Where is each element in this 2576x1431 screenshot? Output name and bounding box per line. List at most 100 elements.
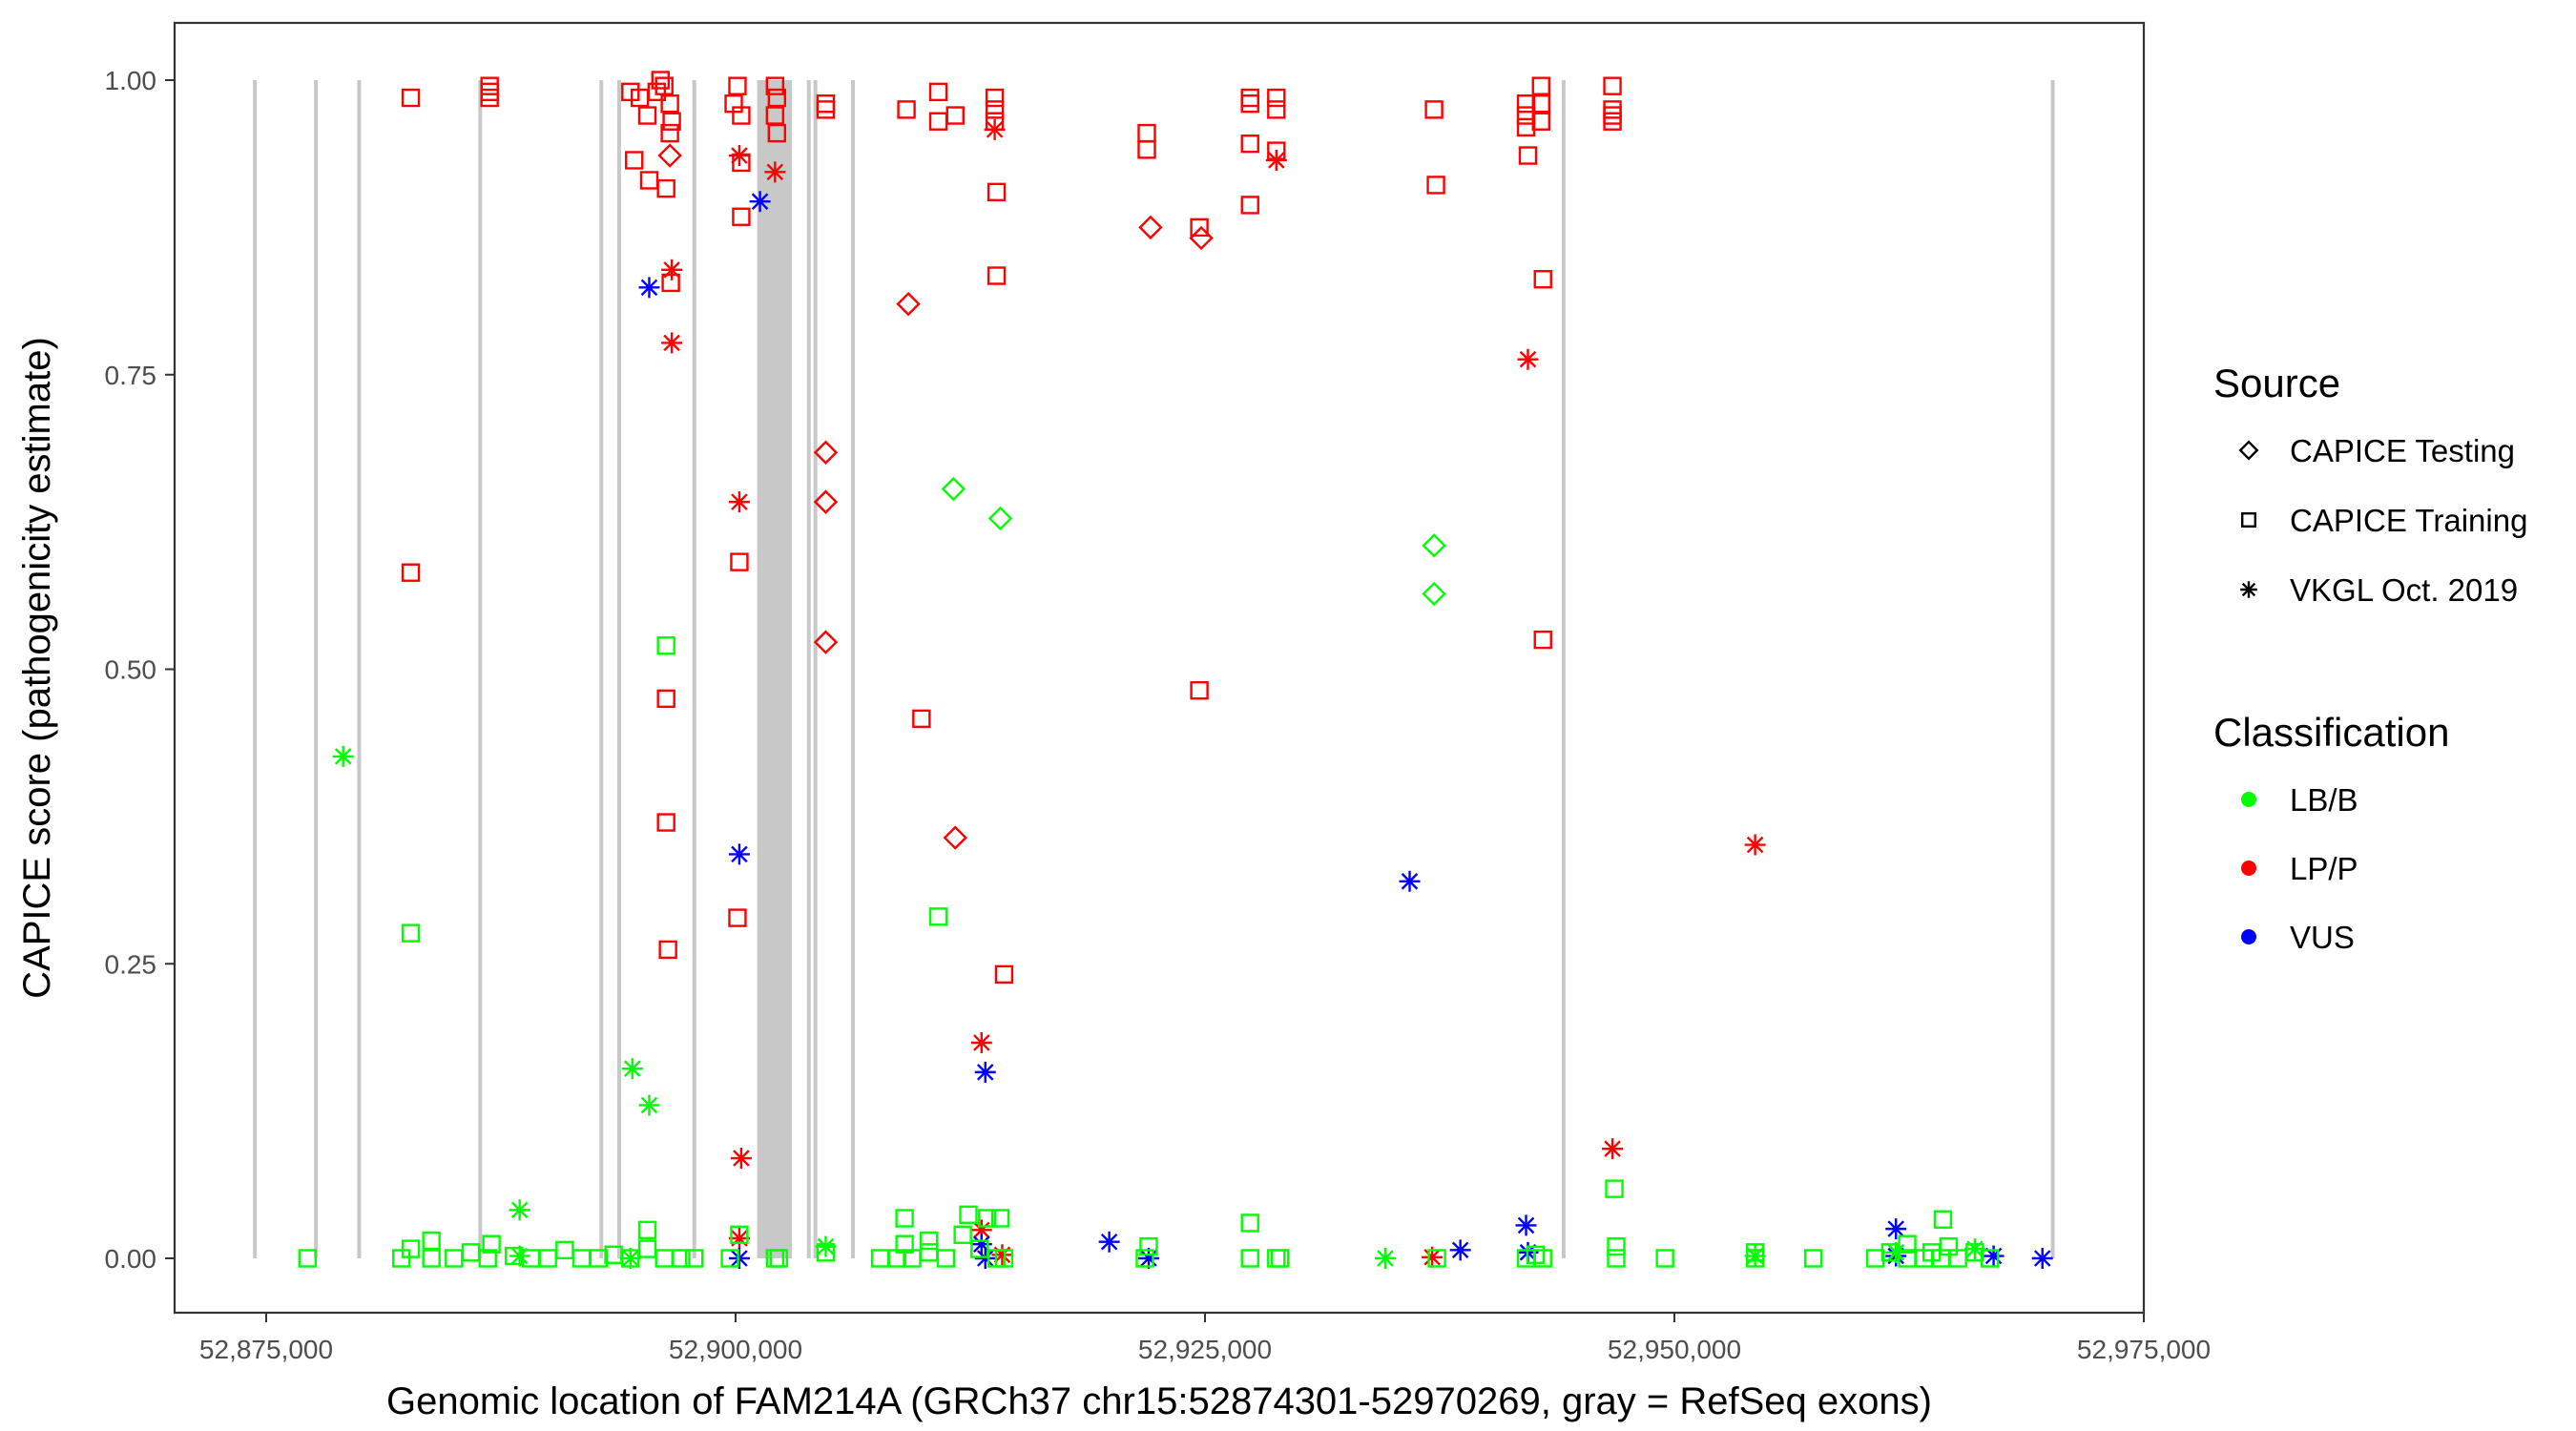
exon-bands bbox=[253, 80, 2055, 1258]
data-point-diamond bbox=[943, 825, 967, 850]
data-point-asterisk bbox=[1983, 1245, 2005, 1267]
data-point-square bbox=[978, 1209, 997, 1228]
data-point-square bbox=[1240, 1213, 1259, 1233]
data-point-diamond bbox=[1138, 215, 1163, 240]
legend-class-label: LB/B bbox=[2290, 782, 2358, 818]
data-point-square bbox=[1603, 112, 1622, 131]
data-point-asterisk bbox=[638, 277, 660, 299]
data-point-asterisk bbox=[332, 745, 354, 767]
data-point-diamond bbox=[657, 143, 682, 168]
x-axis-ticks: 52,875,000 52,900,000 52,925,000 52,950,000… bbox=[199, 1313, 2211, 1364]
y-tick-label: 0.50 bbox=[105, 655, 157, 685]
exon-band bbox=[314, 80, 319, 1258]
data-point-square bbox=[461, 1243, 481, 1262]
data-point-square bbox=[1516, 106, 1536, 125]
data-point-asterisk bbox=[984, 118, 1006, 140]
data-point-square bbox=[928, 112, 948, 131]
data-point-diamond bbox=[941, 476, 966, 502]
x-tick-label: 52,900,000 bbox=[669, 1335, 802, 1364]
legend-class-label: LP/P bbox=[2290, 851, 2358, 886]
data-point-square bbox=[1898, 1234, 1917, 1254]
data-point-square bbox=[897, 100, 916, 119]
data-point-diamond bbox=[813, 630, 839, 654]
data-point-square bbox=[639, 171, 659, 190]
data-point-asterisk bbox=[1265, 149, 1287, 171]
x-axis-title: Genomic location of FAM214A (GRCh37 chr1… bbox=[386, 1380, 1932, 1422]
x-tick-label: 52,875,000 bbox=[199, 1335, 333, 1364]
data-point-square bbox=[945, 106, 965, 125]
data-point-asterisk bbox=[1399, 870, 1421, 892]
data-point-square bbox=[1603, 100, 1622, 119]
data-point-square bbox=[816, 100, 836, 119]
data-point-square bbox=[912, 709, 931, 729]
legend-diamond-icon bbox=[2238, 440, 2259, 461]
data-point-square bbox=[1603, 76, 1622, 95]
data-point-square bbox=[920, 1231, 939, 1251]
data-point-square bbox=[765, 106, 785, 125]
data-point-square bbox=[1933, 1210, 1953, 1229]
data-point-square bbox=[1531, 93, 1550, 114]
data-point-square bbox=[959, 1205, 978, 1225]
legend-class-label: VUS bbox=[2290, 920, 2355, 955]
y-axis-title: CAPICE score (pathogenicity estimate) bbox=[16, 337, 58, 999]
data-point-asterisk bbox=[1744, 834, 1766, 856]
data-point-square bbox=[589, 1249, 609, 1268]
exon-band bbox=[1561, 80, 1566, 1258]
data-point-square bbox=[298, 1249, 317, 1268]
data-point-square bbox=[637, 106, 657, 125]
exon-band bbox=[692, 80, 696, 1258]
legend-source-title: Source bbox=[2213, 361, 2340, 405]
data-point-square bbox=[1271, 1249, 1290, 1268]
data-point-square bbox=[401, 923, 421, 943]
data-point-square bbox=[765, 76, 785, 95]
data-point-square bbox=[422, 1249, 441, 1268]
exon-band bbox=[253, 80, 258, 1258]
data-point-asterisk bbox=[1885, 1218, 1907, 1240]
data-point-square bbox=[391, 1249, 411, 1268]
data-point-square bbox=[1607, 1236, 1626, 1256]
data-point-square bbox=[1655, 1249, 1674, 1268]
data-point-square bbox=[654, 76, 674, 95]
data-point-asterisk bbox=[1963, 1238, 1985, 1260]
data-point-square bbox=[1139, 1236, 1158, 1256]
data-point-asterisk bbox=[764, 161, 786, 183]
data-point-square bbox=[1603, 106, 1622, 125]
data-point-square bbox=[936, 1249, 956, 1268]
legend-source-label: VKGL Oct. 2019 bbox=[2290, 572, 2518, 608]
exon-band bbox=[357, 80, 362, 1258]
exon-band bbox=[851, 80, 855, 1258]
data-point-asterisk bbox=[509, 1245, 530, 1267]
data-point-square bbox=[538, 1249, 557, 1268]
data-point-square bbox=[1865, 1249, 1885, 1268]
data-point-square bbox=[728, 76, 747, 95]
data-point-square bbox=[1533, 270, 1552, 289]
data-point-square bbox=[985, 88, 1005, 108]
data-point-asterisk bbox=[1602, 1138, 1624, 1160]
data-point-square bbox=[1516, 117, 1536, 137]
data-point-square bbox=[625, 151, 644, 170]
data-point-square bbox=[1267, 1249, 1286, 1268]
data-points bbox=[298, 71, 2053, 1269]
data-point-diamond bbox=[813, 489, 839, 514]
data-point-asterisk bbox=[970, 1031, 992, 1053]
data-point-asterisk bbox=[1744, 1245, 1766, 1267]
data-point-square bbox=[1803, 1249, 1823, 1268]
data-point-diamond bbox=[987, 506, 1013, 531]
exon-band bbox=[806, 80, 811, 1258]
data-point-diamond bbox=[1422, 533, 1446, 558]
data-point-asterisk bbox=[728, 1248, 750, 1269]
data-point-square bbox=[480, 82, 499, 102]
data-point-square bbox=[654, 1249, 674, 1268]
data-point-square bbox=[1939, 1236, 1959, 1256]
data-point-square bbox=[401, 563, 421, 582]
data-point-square bbox=[920, 1243, 939, 1262]
data-point-square bbox=[630, 88, 650, 108]
data-point-square bbox=[895, 1209, 914, 1228]
data-point-square bbox=[1533, 1249, 1552, 1268]
data-point-square bbox=[1948, 1249, 1967, 1268]
data-point-square bbox=[555, 1240, 574, 1260]
data-point-square bbox=[1516, 93, 1536, 114]
legend-source-label: CAPICE Testing bbox=[2290, 433, 2515, 468]
data-point-asterisk bbox=[991, 1244, 1013, 1266]
